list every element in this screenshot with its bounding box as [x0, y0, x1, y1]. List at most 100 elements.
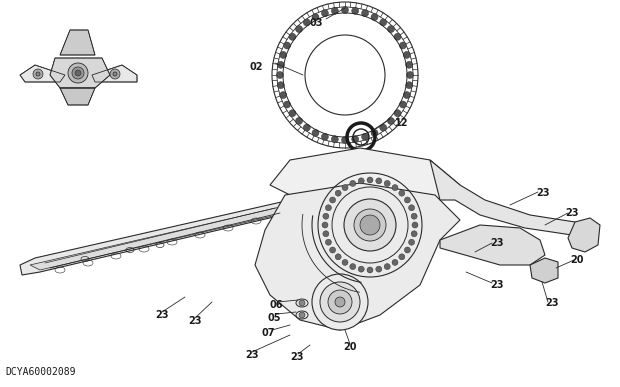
Circle shape	[299, 300, 305, 306]
Circle shape	[358, 178, 364, 184]
Circle shape	[322, 222, 328, 228]
Circle shape	[392, 185, 398, 190]
Circle shape	[404, 197, 410, 203]
Circle shape	[330, 247, 335, 253]
Text: 23: 23	[155, 310, 169, 320]
Circle shape	[342, 137, 348, 144]
Circle shape	[379, 124, 387, 131]
Text: 12: 12	[395, 118, 409, 128]
Polygon shape	[20, 65, 65, 82]
Circle shape	[312, 14, 319, 21]
Circle shape	[399, 254, 405, 260]
Circle shape	[350, 264, 356, 270]
Polygon shape	[430, 160, 590, 240]
Circle shape	[412, 222, 418, 228]
Circle shape	[33, 69, 43, 79]
Polygon shape	[530, 258, 558, 283]
Circle shape	[323, 213, 329, 219]
Polygon shape	[50, 58, 110, 88]
Circle shape	[407, 72, 414, 79]
Circle shape	[335, 297, 345, 307]
Circle shape	[331, 7, 339, 14]
Circle shape	[404, 92, 410, 99]
Polygon shape	[255, 183, 460, 330]
Circle shape	[376, 266, 382, 272]
Circle shape	[335, 190, 341, 196]
Circle shape	[277, 72, 283, 79]
Circle shape	[335, 254, 341, 260]
Polygon shape	[20, 200, 300, 275]
Text: 23: 23	[188, 316, 202, 326]
Circle shape	[321, 10, 329, 17]
Polygon shape	[568, 218, 600, 252]
Circle shape	[303, 124, 310, 131]
Circle shape	[358, 266, 364, 272]
Text: 23: 23	[545, 298, 559, 308]
Circle shape	[405, 61, 413, 68]
Polygon shape	[60, 30, 95, 55]
Circle shape	[409, 239, 415, 245]
Circle shape	[296, 26, 303, 33]
Circle shape	[36, 72, 40, 76]
Circle shape	[361, 133, 368, 140]
Text: 23: 23	[490, 280, 503, 290]
Circle shape	[361, 10, 368, 17]
Circle shape	[68, 63, 88, 83]
Text: 23: 23	[565, 208, 578, 218]
Circle shape	[394, 110, 401, 117]
Circle shape	[326, 239, 332, 245]
Polygon shape	[30, 207, 290, 270]
Circle shape	[371, 129, 378, 136]
Circle shape	[379, 19, 387, 26]
Circle shape	[367, 267, 373, 273]
Circle shape	[280, 92, 286, 99]
Text: 23: 23	[245, 350, 259, 360]
Circle shape	[399, 101, 407, 108]
Circle shape	[371, 14, 378, 21]
Circle shape	[360, 215, 380, 235]
Circle shape	[296, 118, 303, 125]
Circle shape	[342, 259, 348, 265]
Text: 23: 23	[290, 352, 304, 362]
Polygon shape	[92, 65, 137, 82]
Circle shape	[367, 177, 373, 183]
Circle shape	[411, 213, 417, 219]
Text: 03: 03	[310, 18, 324, 28]
Circle shape	[283, 42, 291, 49]
Text: 23: 23	[490, 238, 503, 248]
Circle shape	[384, 180, 390, 187]
Circle shape	[376, 178, 382, 184]
Circle shape	[312, 129, 319, 136]
Circle shape	[392, 259, 398, 265]
Circle shape	[405, 82, 413, 89]
Text: 02: 02	[250, 62, 264, 72]
Circle shape	[299, 312, 305, 318]
Circle shape	[344, 199, 396, 251]
Text: 20: 20	[343, 342, 356, 352]
Text: 20: 20	[570, 255, 583, 265]
Circle shape	[399, 42, 407, 49]
Circle shape	[331, 136, 339, 143]
Text: DCYA60002089: DCYA60002089	[5, 367, 76, 377]
Circle shape	[312, 274, 368, 330]
Circle shape	[399, 190, 405, 196]
Circle shape	[283, 101, 291, 108]
Circle shape	[411, 231, 417, 237]
Circle shape	[277, 82, 285, 89]
Circle shape	[321, 133, 329, 140]
Circle shape	[404, 51, 410, 58]
Text: 07: 07	[262, 328, 275, 338]
Circle shape	[384, 264, 390, 270]
Circle shape	[352, 136, 358, 143]
Circle shape	[388, 118, 394, 125]
Circle shape	[352, 7, 358, 14]
Circle shape	[404, 247, 410, 253]
Circle shape	[409, 205, 415, 211]
Circle shape	[328, 290, 352, 314]
Circle shape	[323, 231, 329, 237]
Circle shape	[113, 72, 117, 76]
Circle shape	[350, 180, 356, 187]
Circle shape	[289, 110, 296, 117]
Circle shape	[354, 209, 386, 241]
Circle shape	[277, 61, 285, 68]
